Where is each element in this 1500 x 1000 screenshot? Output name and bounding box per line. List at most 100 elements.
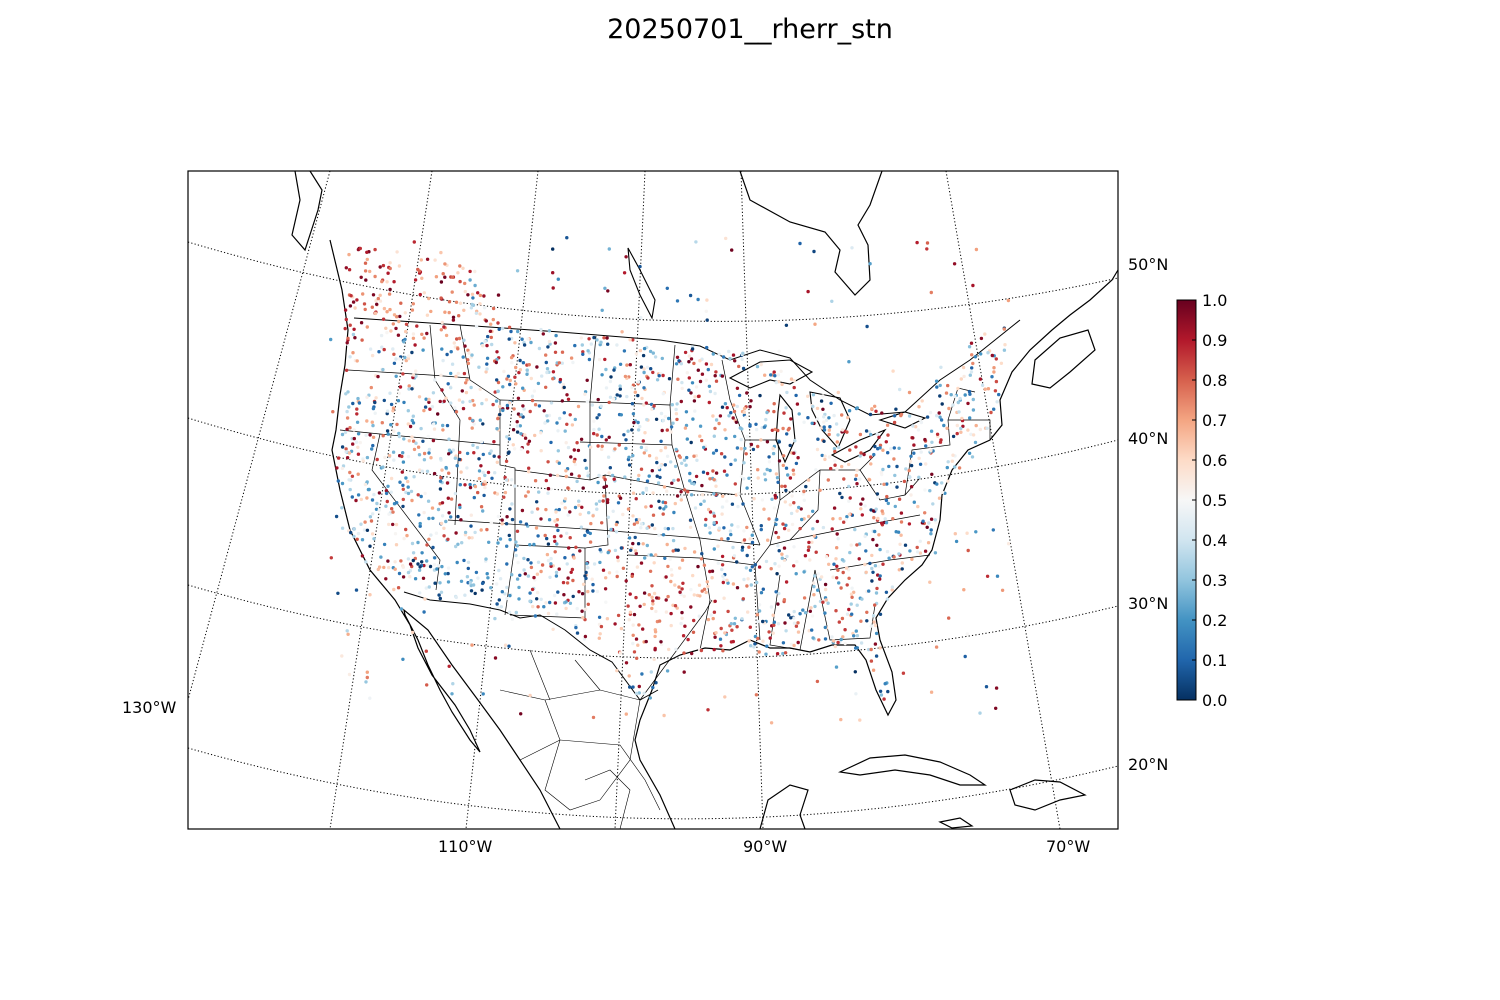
figure-title: 20250701__rherr_stn xyxy=(607,14,893,45)
station-dot xyxy=(833,644,837,649)
station-dot xyxy=(544,353,548,357)
station-dot xyxy=(633,390,637,394)
station-dot xyxy=(756,444,760,449)
station-dot xyxy=(536,605,540,609)
station-dot xyxy=(547,339,552,344)
station-dot xyxy=(549,556,553,561)
station-dot xyxy=(732,622,737,626)
station-dot xyxy=(554,570,559,575)
station-dot xyxy=(477,457,481,461)
station-dot xyxy=(706,507,711,512)
station-dot xyxy=(714,631,718,635)
station-dot xyxy=(871,537,875,542)
station-dot xyxy=(829,466,833,471)
station-dot xyxy=(608,395,613,399)
station-dot xyxy=(526,450,530,454)
station-dot xyxy=(425,563,430,567)
station-dot xyxy=(403,355,407,360)
station-dot xyxy=(780,484,784,488)
station-dot xyxy=(698,424,703,428)
station-dot xyxy=(354,498,358,503)
station-dot xyxy=(642,602,646,607)
station-dot xyxy=(767,460,772,464)
station-dot xyxy=(392,280,396,284)
station-dot xyxy=(540,563,545,567)
station-dot xyxy=(764,652,768,656)
station-dot xyxy=(549,440,553,445)
station-dot xyxy=(916,428,921,432)
station-dot xyxy=(364,680,368,684)
station-dot xyxy=(404,322,409,326)
station-dot xyxy=(810,421,814,425)
station-dot xyxy=(647,474,651,478)
colorbar-ticks: 0.00.10.20.30.40.50.60.70.80.91.0 xyxy=(1192,291,1227,710)
station-dot xyxy=(642,451,646,455)
station-dot xyxy=(596,444,600,448)
station-dot xyxy=(592,335,596,340)
station-dot xyxy=(689,605,693,609)
station-dot xyxy=(713,635,717,639)
station-dot xyxy=(627,618,631,622)
station-dot xyxy=(780,552,784,556)
station-dot xyxy=(680,380,684,385)
station-dot xyxy=(502,495,506,499)
station-dot xyxy=(503,490,508,495)
station-dot xyxy=(419,426,423,431)
station-dot xyxy=(506,374,511,378)
station-dot xyxy=(496,293,501,297)
station-dot xyxy=(553,601,558,605)
station-dot xyxy=(566,576,570,580)
station-dot xyxy=(583,533,587,538)
station-dot xyxy=(677,585,681,589)
station-dot xyxy=(461,400,465,404)
station-dot xyxy=(655,596,659,600)
station-dot xyxy=(735,386,740,390)
station-dot xyxy=(962,588,966,592)
station-dot xyxy=(725,578,729,582)
station-dot xyxy=(723,428,727,432)
station-dot xyxy=(523,436,528,440)
colorbar-tick-label: 0.8 xyxy=(1202,371,1227,390)
station-dot xyxy=(653,648,657,652)
station-dot xyxy=(598,632,602,636)
station-dot xyxy=(773,427,777,432)
station-dot xyxy=(611,509,615,513)
station-dot xyxy=(519,447,523,451)
station-dot xyxy=(615,343,619,347)
station-dot xyxy=(548,575,552,579)
station-dot xyxy=(505,435,509,439)
station-dot xyxy=(439,280,444,284)
station-dot xyxy=(673,464,678,469)
station-dot xyxy=(774,472,779,476)
station-dot xyxy=(959,377,963,381)
station-dot xyxy=(480,401,484,406)
station-dot xyxy=(693,409,697,413)
station-dot xyxy=(755,580,759,585)
station-dot xyxy=(616,501,621,505)
station-dot xyxy=(508,507,512,511)
station-dot xyxy=(844,517,848,522)
station-dot xyxy=(485,367,489,371)
station-dot xyxy=(971,408,976,412)
station-dot xyxy=(570,423,575,427)
station-dot xyxy=(837,445,841,450)
station-dot xyxy=(381,434,385,438)
mexico-states xyxy=(499,649,661,829)
station-dot xyxy=(773,562,777,566)
station-dot xyxy=(377,350,381,354)
station-dot xyxy=(373,274,377,279)
station-dot xyxy=(648,569,653,573)
station-dot xyxy=(549,562,553,566)
station-dot xyxy=(907,414,912,418)
station-dot xyxy=(797,505,801,510)
station-dot xyxy=(446,571,450,576)
station-dot xyxy=(372,492,376,497)
station-dot xyxy=(459,518,463,522)
station-dot xyxy=(417,453,422,457)
station-dot xyxy=(669,611,673,616)
station-dot xyxy=(745,434,749,439)
station-dot xyxy=(849,602,853,606)
station-dot xyxy=(637,473,641,478)
station-dot xyxy=(959,426,963,431)
station-dot xyxy=(855,603,859,607)
